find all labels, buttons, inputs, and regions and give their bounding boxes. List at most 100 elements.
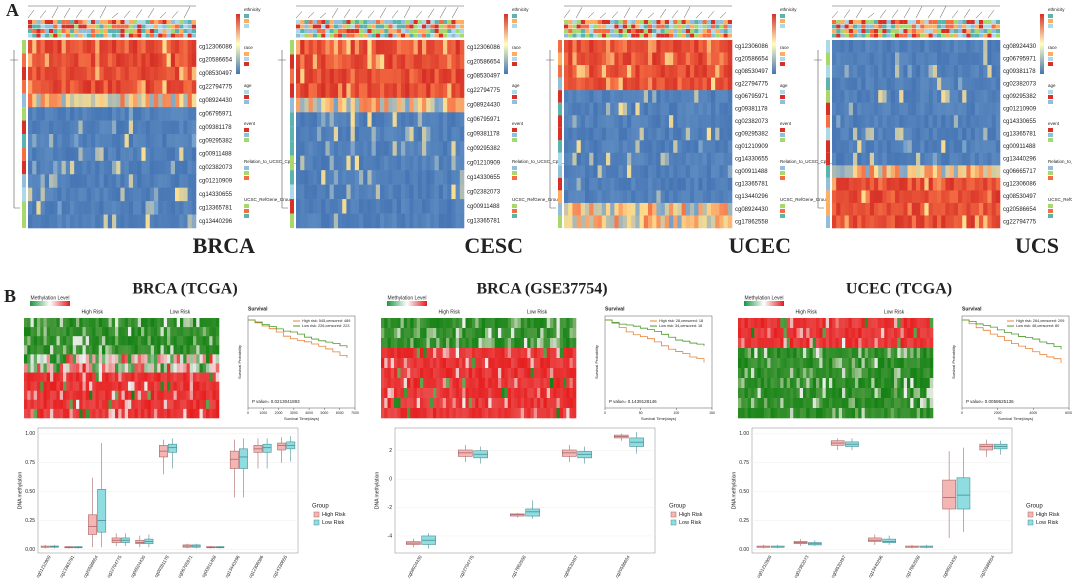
- heat-cell: [694, 152, 699, 166]
- annotation-bar: [128, 24, 133, 29]
- heat-cell: [884, 348, 888, 359]
- heat-cell: [799, 348, 804, 359]
- heat-cell: [858, 358, 862, 369]
- heat-cell: [559, 358, 564, 369]
- heat-cell: [154, 80, 159, 95]
- heat-cell: [350, 54, 356, 70]
- heat-cell: [796, 348, 801, 359]
- heat-cell: [928, 40, 934, 53]
- heat-cell: [160, 318, 165, 328]
- heat-cell: [907, 358, 911, 369]
- heat-cell: [116, 107, 121, 121]
- heat-cell: [375, 54, 381, 70]
- heat-cell: [63, 318, 67, 328]
- heat-cell: [56, 408, 61, 419]
- heat-cell: [63, 390, 67, 401]
- heat-cell: [410, 398, 414, 409]
- annotation-bar: [191, 29, 196, 33]
- heat-cell: [158, 93, 163, 108]
- heat-cell: [124, 214, 130, 229]
- heat-cell: [803, 338, 807, 349]
- heat-cell: [429, 408, 434, 419]
- heat-cell: [913, 318, 918, 329]
- heat-cell: [209, 372, 213, 382]
- heat-cell: [118, 408, 122, 419]
- heat-cell: [715, 202, 720, 216]
- heat-cell: [572, 408, 577, 419]
- annotation-bar: [882, 33, 887, 38]
- heat-cell: [958, 52, 963, 66]
- dendrogram: [563, 9, 571, 19]
- heat-cell: [793, 318, 797, 329]
- legend-swatch: [512, 100, 517, 104]
- heat-cell: [145, 134, 151, 148]
- heat-cell: [618, 152, 624, 166]
- annotation-bar: [354, 29, 359, 33]
- heat-cell: [869, 40, 875, 53]
- heat-cell: [409, 199, 414, 214]
- annotation-bar: [895, 33, 900, 38]
- heat-cell: [715, 177, 720, 191]
- annotation-bar: [580, 24, 585, 29]
- heat-cell: [429, 348, 434, 359]
- heat-cell: [868, 348, 872, 359]
- heat-cell: [507, 348, 512, 359]
- heat-cell: [72, 336, 77, 346]
- heat-cell: [317, 213, 322, 229]
- heat-cell: [962, 115, 967, 129]
- annotation-bar: [61, 33, 66, 38]
- dendrogram: [927, 8, 935, 19]
- heat-cell: [711, 127, 716, 141]
- heat-cell: [874, 190, 879, 204]
- heat-cell: [371, 155, 377, 171]
- heat-cell: [53, 390, 57, 401]
- heat-cell: [89, 363, 93, 373]
- heat-cell: [338, 141, 343, 156]
- heat-cell: [932, 215, 938, 229]
- heat-cell: [176, 372, 181, 382]
- heat-cell: [105, 399, 109, 410]
- heat-cell: [308, 112, 314, 128]
- heat-cell: [128, 66, 134, 81]
- heat-cell: [953, 190, 959, 204]
- heat-cell: [180, 363, 184, 373]
- heat-cell: [24, 372, 28, 382]
- annotation-bar: [874, 20, 879, 24]
- heat-cell: [363, 141, 368, 156]
- legend-title: ethnicity: [780, 7, 797, 12]
- heat-cell: [396, 184, 402, 200]
- heat-cell: [451, 199, 456, 214]
- heat-cell: [564, 165, 569, 179]
- heat-cell: [99, 134, 104, 148]
- heat-cell: [40, 147, 46, 162]
- heat-cell: [333, 97, 339, 113]
- heat-cell: [91, 134, 96, 148]
- heat-cell: [76, 363, 80, 373]
- heat-cell: [147, 318, 152, 328]
- heat-cell: [63, 399, 67, 410]
- heat-cell: [154, 134, 159, 148]
- annotation-bar: [28, 20, 33, 24]
- heat-cell: [871, 338, 875, 349]
- heat-cell: [202, 408, 207, 419]
- heat-cell: [118, 354, 122, 364]
- heat-cell: [163, 318, 168, 328]
- heat-cell: [193, 390, 197, 401]
- heat-cell: [381, 358, 385, 369]
- heat-cell: [987, 52, 992, 66]
- heat-cell: [24, 408, 28, 419]
- heat-cell: [92, 372, 96, 382]
- heat-cell: [903, 318, 908, 329]
- heat-cell: [832, 190, 837, 204]
- heat-cell: [564, 90, 569, 103]
- annotation-bar: [589, 33, 594, 38]
- heat-cell: [995, 90, 1001, 103]
- heat-cell: [82, 134, 88, 148]
- heat-cell: [844, 127, 850, 141]
- heat-cell: [618, 40, 624, 53]
- heat-cell: [816, 348, 820, 359]
- heat-cell: [593, 102, 598, 116]
- heat-cell: [150, 390, 155, 401]
- heat-cell: [149, 80, 155, 95]
- probe-label: cg14330655: [1003, 119, 1037, 125]
